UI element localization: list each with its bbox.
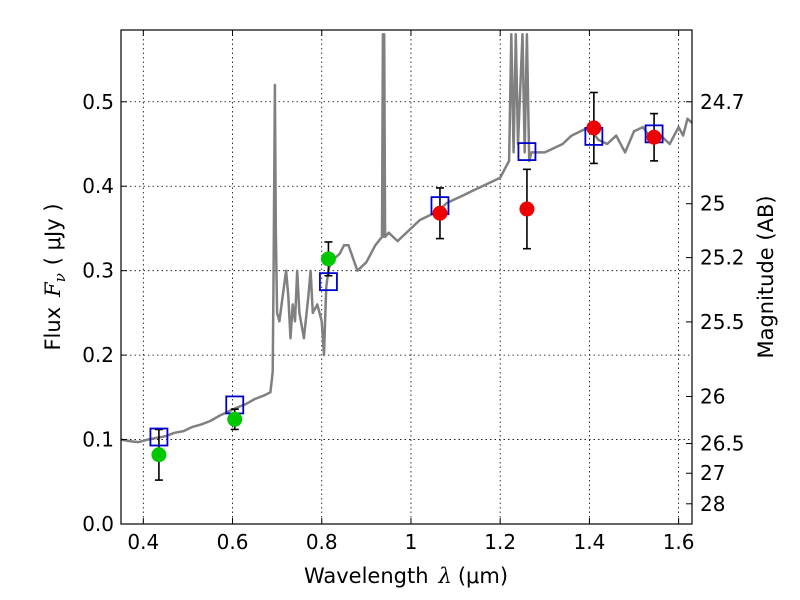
y2-tick-label: 27	[700, 461, 725, 485]
x-tick-label: 1.4	[573, 530, 605, 554]
observed-point-red	[646, 129, 662, 145]
y-axis-title: Flux Fν ( μJy )	[41, 203, 69, 350]
y2-tick-label: 26.5	[700, 432, 745, 456]
x-tick-label: 0.8	[306, 530, 338, 554]
y-axis-title-symbol: F	[41, 281, 65, 298]
observed-point-red	[519, 201, 535, 217]
plot-background	[121, 30, 692, 524]
x-tick-label: 1.6	[663, 530, 695, 554]
y-axis-ticks: 0.0 0.1 0.2 0.3 0.4 0.5	[82, 90, 127, 536]
x-tick-label: 1	[405, 530, 418, 554]
x-axis-title-symbol: λ	[438, 564, 452, 588]
y-tick-label: 0.4	[82, 174, 114, 198]
y2-tick-label: 25.5	[700, 310, 745, 334]
x-axis-title: Wavelength λ (μm)	[304, 564, 508, 588]
x-tick-label: 0.6	[217, 530, 249, 554]
y2-tick-label: 26	[700, 384, 725, 408]
y2-tick-label: 25	[700, 192, 725, 216]
y-tick-label: 0.5	[82, 90, 114, 114]
x-tick-label: 0.4	[127, 530, 159, 554]
y2-axis-ticks: 24.7 25 25.2 25.5 26 26.5 27 28	[686, 90, 745, 516]
y2-tick-label: 25.2	[700, 246, 745, 270]
observed-point-green	[151, 447, 167, 463]
observed-points	[151, 120, 662, 463]
x-tick-label: 1.2	[484, 530, 516, 554]
y-tick-label: 0.2	[82, 343, 114, 367]
y2-tick-label: 24.7	[700, 90, 745, 114]
observed-point-green	[320, 251, 336, 267]
model-point	[149, 427, 169, 447]
y-tick-label: 0.1	[82, 428, 114, 452]
observed-point-red	[586, 120, 602, 136]
y-axis-title-subscript: ν	[51, 273, 69, 282]
y2-axis-title: Magnitude (AB)	[754, 195, 778, 358]
x-axis-ticks: 0.4 0.6 0.8 1 1.2 1.4 1.6	[127, 30, 695, 554]
y2-tick-label: 28	[700, 492, 725, 516]
plot-frame	[120, 29, 693, 525]
y-tick-label: 0.3	[82, 259, 114, 283]
model-spectrum-line	[121, 32, 692, 444]
y-axis-title-prefix: Flux	[41, 307, 65, 351]
y-axis-title-unit: ( μJy )	[41, 203, 65, 265]
error-bars	[154, 91, 659, 481]
observed-point-red	[432, 205, 448, 221]
x-axis-title-unit: (μm)	[458, 564, 508, 588]
y-tick-label: 0.0	[82, 512, 114, 536]
model-point	[319, 272, 338, 292]
model-point	[517, 142, 537, 162]
observed-point-green	[227, 411, 243, 427]
x-axis-title-prefix: Wavelength	[304, 564, 429, 588]
